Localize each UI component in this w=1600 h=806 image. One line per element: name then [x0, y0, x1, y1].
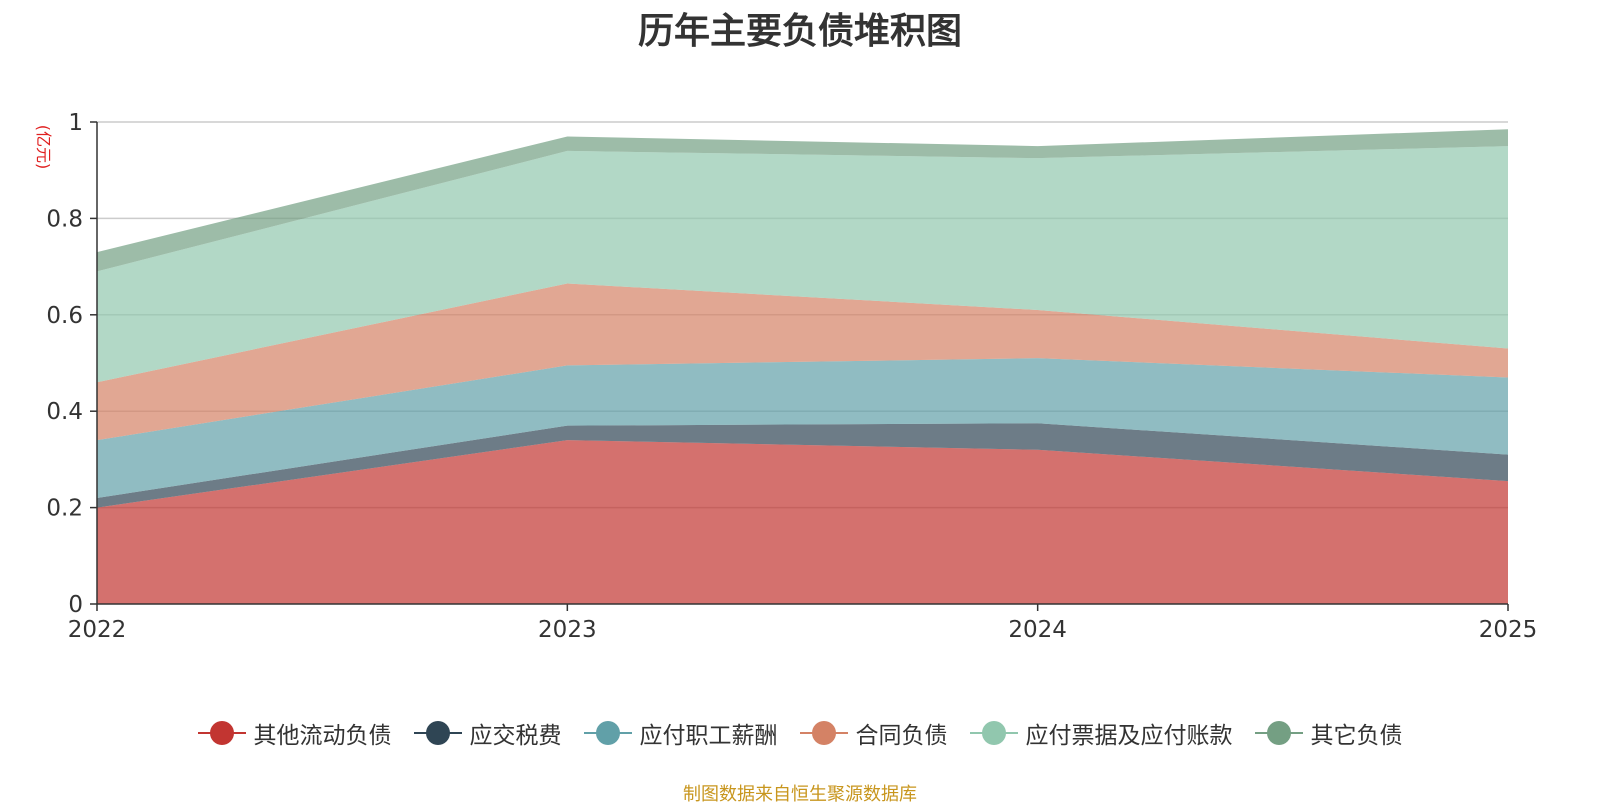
x-tick-label: 2022 [68, 617, 127, 643]
legend-marker-icon [799, 721, 848, 745]
axes: 0 0.2 0.4 0.6 0.8 1 2022 2023 2024 2025 [46, 110, 1537, 643]
legend-marker-icon [413, 721, 462, 745]
legend-marker-icon [583, 721, 632, 745]
legend-label: 其它负债 [1310, 723, 1403, 749]
area-series-3[interactable] [97, 358, 1508, 498]
chart-title: 历年主要负债堆积图 [637, 11, 962, 52]
area-series-5[interactable] [97, 146, 1508, 383]
y-axis-unit-label: (亿元) [34, 125, 53, 170]
y-tick-label: 0.6 [46, 303, 83, 329]
y-tick-label: 0.4 [46, 399, 83, 425]
legend-label: 应付职工薪酬 [639, 723, 778, 749]
legend-item-2[interactable]: 应交税费 [413, 716, 562, 750]
legend-marker-icon [969, 721, 1018, 745]
x-tick-label: 2025 [1479, 617, 1538, 643]
area-series [97, 129, 1508, 604]
area-series-6[interactable] [97, 129, 1508, 272]
legend-label: 应交税费 [469, 723, 562, 749]
legend-item-4[interactable]: 合同负债 [799, 716, 948, 750]
y-tick-label: 0 [68, 592, 83, 618]
area-series-2[interactable] [97, 423, 1508, 508]
legend-item-3[interactable]: 应付职工薪酬 [583, 716, 778, 750]
legend-label: 合同负债 [855, 723, 948, 749]
area-series-1[interactable] [97, 440, 1508, 604]
area-series-4[interactable] [97, 283, 1508, 441]
source-note: 制图数据来自恒生聚源数据库 [683, 784, 917, 805]
legend-marker-icon [197, 721, 246, 745]
legend-item-5[interactable]: 应付票据及应付账款 [969, 716, 1233, 750]
legend-marker-icon [1254, 721, 1303, 745]
legend: 其他流动负债 应交税费 应付职工薪酬 合同负债 应付票据及应付账款 其它负债 [0, 716, 1600, 750]
legend-label: 应付票据及应付账款 [1025, 723, 1233, 749]
legend-item-6[interactable]: 其它负债 [1254, 716, 1403, 750]
y-tick-label: 1 [68, 110, 83, 136]
x-tick-label: 2023 [538, 617, 597, 643]
y-tick-label: 0.8 [46, 206, 83, 232]
y-tick-label: 0.2 [46, 496, 83, 522]
legend-label: 其他流动负债 [253, 723, 392, 749]
legend-item-1[interactable]: 其他流动负债 [197, 716, 392, 750]
x-tick-label: 2024 [1008, 617, 1067, 643]
